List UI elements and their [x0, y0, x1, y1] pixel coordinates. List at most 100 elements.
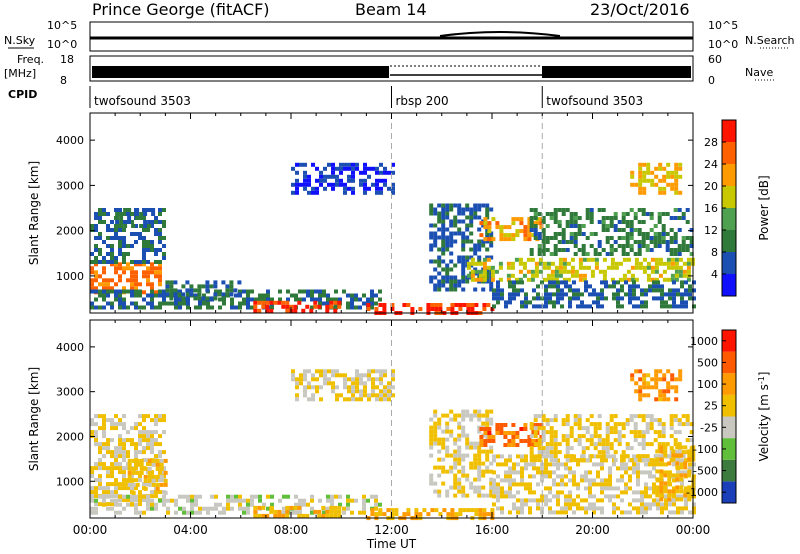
data-cell [174, 301, 178, 306]
data-cell [278, 297, 282, 302]
data-cell [114, 262, 118, 267]
data-cell [461, 239, 466, 244]
data-cell [346, 506, 350, 511]
data-cell [333, 300, 338, 305]
data-cell [613, 216, 618, 220]
data-cell [295, 178, 299, 183]
data-cell [114, 414, 118, 419]
data-cell [584, 506, 588, 511]
data-cell [680, 458, 684, 463]
cpid-label: CPID [8, 88, 37, 101]
data-cell [90, 494, 94, 499]
data-cell [500, 288, 504, 293]
data-cell [433, 421, 438, 426]
data-cell [453, 283, 458, 288]
data-cell [122, 450, 126, 455]
data-cell [110, 422, 114, 427]
data-cell [315, 186, 319, 191]
data-cell [609, 248, 614, 252]
data-cell [588, 502, 592, 507]
data-cell [102, 490, 106, 495]
data-cell [675, 477, 680, 482]
data-cell [433, 235, 438, 240]
data-cell [533, 208, 538, 212]
data-cell [146, 278, 150, 283]
data-cell [515, 229, 520, 234]
data-cell [437, 417, 442, 422]
data-cell [106, 490, 110, 495]
data-cell [429, 425, 434, 430]
data-cell [158, 282, 162, 287]
data-cell [329, 505, 334, 510]
data-cell [347, 377, 351, 382]
data-cell [394, 508, 399, 513]
data-cell [556, 296, 560, 301]
data-cell [680, 280, 684, 285]
data-cell [569, 426, 574, 431]
data-cell [645, 454, 650, 459]
data-cell [692, 304, 696, 309]
data-cell [641, 442, 646, 447]
data-cell [687, 497, 692, 502]
data-cell [642, 178, 647, 183]
data-cell [562, 257, 567, 262]
data-cell [674, 377, 679, 382]
data-cell [457, 489, 462, 494]
data-cell [638, 377, 643, 382]
data-cell [150, 301, 154, 306]
data-cell [242, 506, 246, 511]
data-cell [210, 494, 214, 499]
data-cell [383, 393, 387, 398]
data-cell [142, 240, 146, 244]
data-cell [298, 498, 302, 503]
data-cell [613, 450, 618, 455]
data-cell [491, 435, 496, 439]
data-cell [569, 220, 574, 224]
data-cell [242, 301, 246, 306]
data-cell [437, 489, 442, 494]
data-cell [169, 292, 174, 297]
data-cell [636, 466, 640, 471]
data-cell [162, 208, 166, 212]
data-cell [469, 239, 474, 244]
data-cell [94, 438, 98, 443]
data-cell [636, 284, 640, 289]
data-cell [649, 228, 654, 232]
data-cell [126, 494, 130, 499]
data-cell [374, 307, 379, 311]
data-cell [429, 203, 434, 208]
data-cell [189, 284, 194, 289]
data-cell [142, 446, 146, 451]
data-cell [569, 216, 574, 220]
data-cell [122, 498, 126, 503]
data-cell [182, 510, 186, 515]
data-cell [677, 252, 682, 256]
data-cell [664, 506, 668, 511]
data-cell [581, 454, 586, 459]
data-cell [134, 510, 138, 515]
data-cell [556, 280, 560, 285]
data-cell [572, 288, 576, 293]
data-cell [640, 292, 644, 297]
data-cell [122, 474, 126, 479]
data-cell [138, 289, 142, 294]
data-cell [387, 385, 391, 390]
data-cell [474, 277, 479, 282]
data-cell [652, 466, 656, 471]
data-cell [122, 266, 126, 271]
data-cell [134, 274, 138, 279]
data-cell [604, 284, 608, 289]
data-cell [632, 296, 636, 301]
data-cell [375, 369, 379, 374]
data-cell [679, 453, 684, 458]
data-cell [667, 481, 672, 486]
data-cell [508, 292, 512, 297]
data-cell [489, 243, 494, 248]
data-cell [680, 284, 684, 289]
data-cell [445, 449, 450, 454]
data-cell [457, 449, 462, 454]
data-cell [540, 494, 544, 499]
data-cell [441, 259, 446, 264]
data-cell [331, 389, 335, 394]
data-cell [592, 482, 596, 487]
